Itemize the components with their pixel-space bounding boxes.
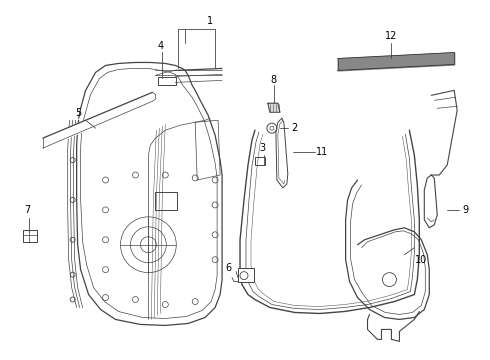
Text: 5: 5 — [75, 108, 82, 118]
Text: 8: 8 — [271, 75, 277, 85]
Text: 12: 12 — [385, 31, 397, 41]
Circle shape — [70, 272, 75, 277]
FancyBboxPatch shape — [23, 230, 37, 242]
Text: 1: 1 — [207, 15, 213, 26]
Text: 4: 4 — [157, 41, 163, 50]
Circle shape — [70, 197, 75, 202]
FancyBboxPatch shape — [155, 192, 177, 210]
FancyBboxPatch shape — [238, 268, 254, 282]
Text: 11: 11 — [316, 147, 328, 157]
FancyBboxPatch shape — [158, 77, 176, 85]
Text: 2: 2 — [292, 123, 298, 133]
Text: 6: 6 — [225, 263, 231, 273]
Text: 3: 3 — [259, 143, 265, 153]
Text: 10: 10 — [415, 255, 427, 265]
Text: 9: 9 — [462, 205, 468, 215]
Circle shape — [70, 158, 75, 163]
Polygon shape — [268, 103, 280, 112]
FancyBboxPatch shape — [255, 157, 265, 165]
Circle shape — [70, 297, 75, 302]
Circle shape — [70, 237, 75, 242]
Text: 7: 7 — [24, 205, 30, 215]
